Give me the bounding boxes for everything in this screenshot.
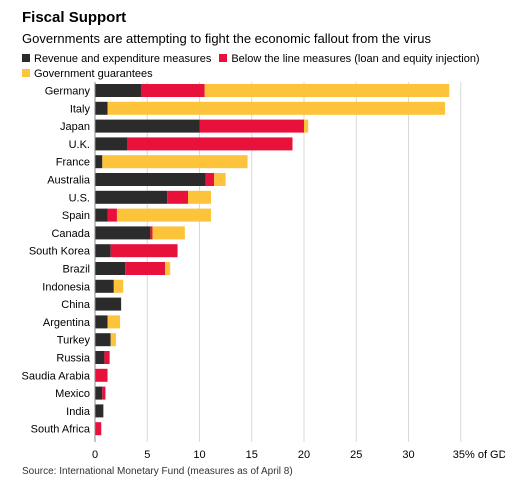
chart-subtitle: Governments are attempting to fight the … xyxy=(22,31,431,46)
category-label: Indonesia xyxy=(42,281,91,293)
category-label: Argentina xyxy=(43,317,91,329)
x-tick-label: 25 xyxy=(350,449,362,461)
bar-segment xyxy=(95,404,104,418)
bar-segment xyxy=(95,262,126,275)
category-label: China xyxy=(61,299,91,311)
bar-segment xyxy=(107,101,446,115)
bar-segment xyxy=(110,244,178,258)
category-label: Turkey xyxy=(57,335,91,347)
bar-segment xyxy=(107,315,121,329)
x-unit-label: 35% of GDP xyxy=(453,449,505,461)
category-label: South Korea xyxy=(29,246,91,258)
bar-segment xyxy=(95,368,108,382)
bar-segment xyxy=(95,244,111,258)
chart-legend: Revenue and expenditure measures Below th… xyxy=(22,52,492,82)
category-label: Germany xyxy=(45,86,91,98)
legend-item: Government guarantees xyxy=(22,67,153,82)
bar-segment xyxy=(95,333,111,347)
category-label: Mexico xyxy=(55,388,90,400)
bar-segment xyxy=(107,208,117,222)
bar-segment xyxy=(102,386,106,400)
x-tick-label: 30 xyxy=(402,449,414,461)
source-note: Source: International Monetary Fund (mea… xyxy=(22,466,293,477)
bar-segment xyxy=(95,190,168,204)
bar-segment xyxy=(102,155,248,169)
x-tick-label: 20 xyxy=(298,449,310,461)
bar-segment xyxy=(167,190,189,204)
category-label: Saudia Arabia xyxy=(22,370,91,382)
category-label: Spain xyxy=(62,210,90,222)
bar-segment xyxy=(188,190,211,204)
bar-segment xyxy=(165,262,171,275)
category-label: Italy xyxy=(70,103,91,115)
legend-swatch xyxy=(22,54,30,62)
category-label: France xyxy=(56,157,90,169)
x-tick-label: 15 xyxy=(246,449,258,461)
bar-segment xyxy=(113,279,124,293)
bar-segment xyxy=(214,173,226,186)
bar-segment xyxy=(110,333,116,347)
bar-segment xyxy=(95,84,141,97)
category-label: Canada xyxy=(51,228,90,240)
bar-segment xyxy=(95,208,108,222)
bar-segment xyxy=(95,351,105,364)
bar-segment xyxy=(95,386,103,400)
category-label: Brazil xyxy=(62,264,90,276)
bar-segment xyxy=(205,173,215,186)
x-tick-label: 10 xyxy=(193,449,205,461)
bar-segment xyxy=(204,84,450,97)
category-label: U.K. xyxy=(69,139,90,151)
legend-item: Revenue and expenditure measures xyxy=(22,52,211,67)
bar-segment xyxy=(104,351,110,364)
category-label: India xyxy=(66,406,91,418)
chart-title: Fiscal Support xyxy=(22,9,127,26)
category-label: U.S. xyxy=(69,192,90,204)
bar-segment xyxy=(140,84,205,97)
x-tick-label: 5 xyxy=(144,449,150,461)
category-label: South Africa xyxy=(31,424,91,436)
bar-segment xyxy=(150,226,153,240)
category-label: Japan xyxy=(60,121,90,133)
bar-segment xyxy=(95,173,206,186)
bar-segment xyxy=(95,226,151,240)
legend-swatch xyxy=(22,69,30,77)
bar-segment xyxy=(95,155,103,169)
bar-segment xyxy=(95,119,200,133)
bar-segment xyxy=(125,262,166,275)
bar-segment xyxy=(95,422,102,436)
category-label: Russia xyxy=(56,353,91,365)
legend-swatch xyxy=(219,54,228,62)
legend-label: Government guarantees xyxy=(34,68,153,80)
category-label: Australia xyxy=(47,175,91,187)
bar-segment xyxy=(95,315,108,329)
bar-segment xyxy=(95,137,128,151)
bar-segment xyxy=(304,119,309,133)
legend-label: Below the line measures (loan and equity… xyxy=(231,53,480,65)
legend-item: Below the line measures (loan and equity… xyxy=(219,52,480,67)
bar-segment xyxy=(152,226,185,240)
bar-segment xyxy=(95,279,114,293)
x-tick-label: 0 xyxy=(92,449,98,461)
bar-segment xyxy=(127,137,293,151)
bar-segment xyxy=(199,119,304,133)
bar-segment xyxy=(95,297,122,311)
legend-label: Revenue and expenditure measures xyxy=(34,53,212,65)
bar-segment xyxy=(95,101,108,115)
bar-segment xyxy=(116,208,211,222)
